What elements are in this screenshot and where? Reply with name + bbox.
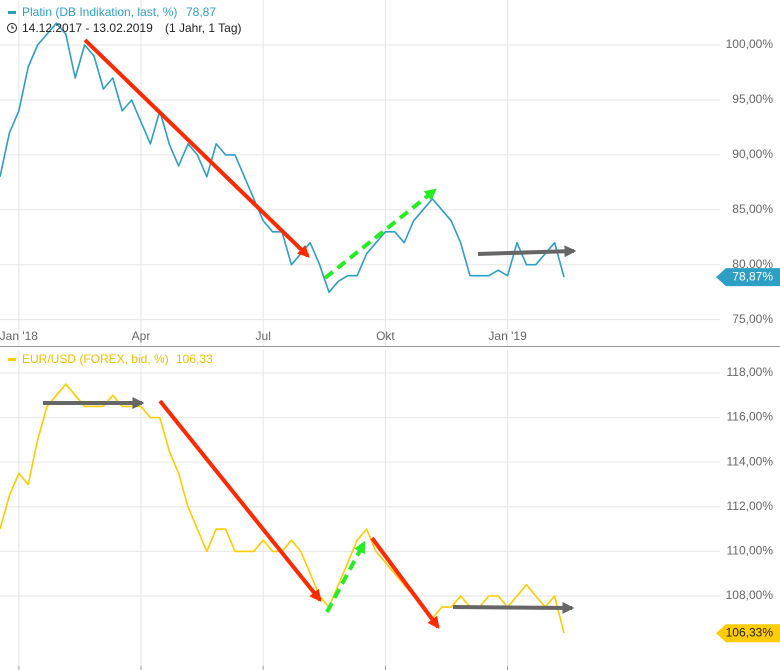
- legend-label: Platin (DB Indikation, last, %): [22, 5, 177, 19]
- trend-arrow: [370, 536, 440, 629]
- date-range: 14.12.2017 - 13.02.2019: [22, 21, 153, 35]
- legend-label: EUR/USD (FOREX, bid, %): [22, 352, 169, 366]
- y-tick-label: 116,00%: [727, 410, 774, 424]
- x-tick-label: Okt: [376, 329, 395, 343]
- y-tick-label: 75,00%: [732, 312, 773, 326]
- trend-arrow: [452, 601, 575, 614]
- clock-icon: [11, 25, 14, 29]
- clock-icon: [7, 23, 17, 33]
- trend-arrow: [323, 188, 437, 280]
- y-tick-label: 114,00%: [727, 454, 774, 468]
- last-value-label: 78,87%: [732, 269, 773, 283]
- y-tick-label: 112,00%: [727, 499, 774, 513]
- x-tick-label: Jan '18: [0, 329, 38, 343]
- y-tick-label: 100,00%: [726, 37, 774, 51]
- range-note: (1 Jahr, 1 Tag): [165, 21, 242, 35]
- y-tick-label: 85,00%: [732, 202, 773, 216]
- legend-swatch: [8, 11, 16, 14]
- y-tick-label: 108,00%: [726, 588, 774, 602]
- legend-swatch: [8, 358, 16, 361]
- x-tick-label: Jul: [256, 329, 271, 343]
- last-value-label: 106,33%: [726, 625, 774, 639]
- y-tick-label: 118,00%: [727, 365, 774, 379]
- annotations: [43, 38, 577, 629]
- trend-arrow: [325, 540, 366, 613]
- last-value-badge: [716, 268, 780, 287]
- last-value-badge: [716, 624, 780, 643]
- legend-value: 78,87: [186, 5, 216, 19]
- y-tick-label: 95,00%: [732, 92, 773, 106]
- y-tick-label: 90,00%: [732, 147, 773, 161]
- trend-arrow: [158, 399, 322, 602]
- y-tick-label: 110,00%: [727, 544, 774, 558]
- y-tick-label: 80,00%: [732, 257, 773, 271]
- trend-arrow: [477, 245, 577, 258]
- data-line: [0, 22, 565, 294]
- trend-arrow: [83, 38, 310, 258]
- x-tick-label: Jan '19: [488, 329, 527, 343]
- x-tick-label: Apr: [132, 329, 151, 343]
- legend-value: 106,33: [176, 352, 213, 366]
